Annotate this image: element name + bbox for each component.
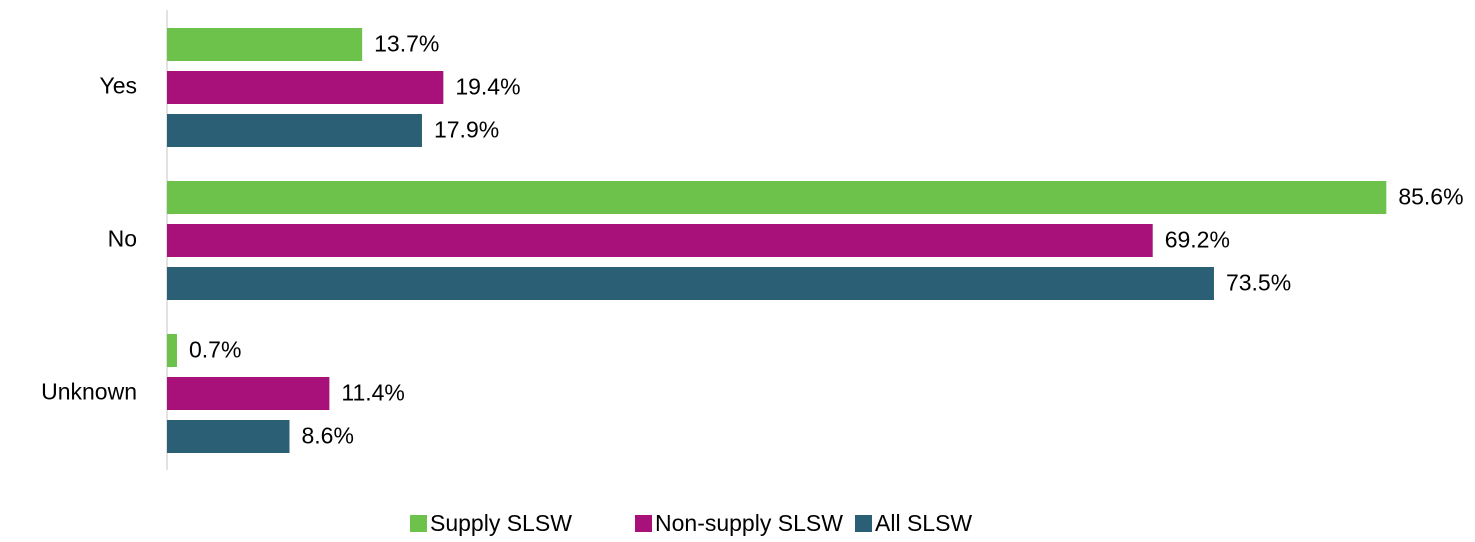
legend-label: Non-supply SLSW [655,510,843,536]
bar [167,28,363,61]
bar [167,420,290,453]
bar [167,114,422,147]
bar [167,267,1214,300]
data-label: 19.4% [455,74,520,100]
legend-swatch [855,515,872,532]
data-label: 8.6% [302,423,354,449]
data-label: 69.2% [1165,227,1230,253]
y-tick-label: Yes [99,73,137,99]
y-tick-label: No [108,226,137,252]
legend-label: All SLSW [875,510,972,536]
bar [167,181,1387,214]
data-label: 0.7% [189,337,241,363]
legend-swatch [410,515,427,532]
legend-swatch [635,515,652,532]
bar [167,377,330,410]
data-label: 85.6% [1398,184,1463,210]
y-tick-label: Unknown [41,379,137,405]
bar [167,334,177,367]
data-label: 17.9% [434,117,499,143]
data-label: 13.7% [374,31,439,57]
bar [167,71,444,104]
data-label: 11.4% [341,380,405,406]
data-label: 73.5% [1226,270,1291,296]
legend-label: Supply SLSW [430,510,572,536]
bar [167,224,1153,257]
